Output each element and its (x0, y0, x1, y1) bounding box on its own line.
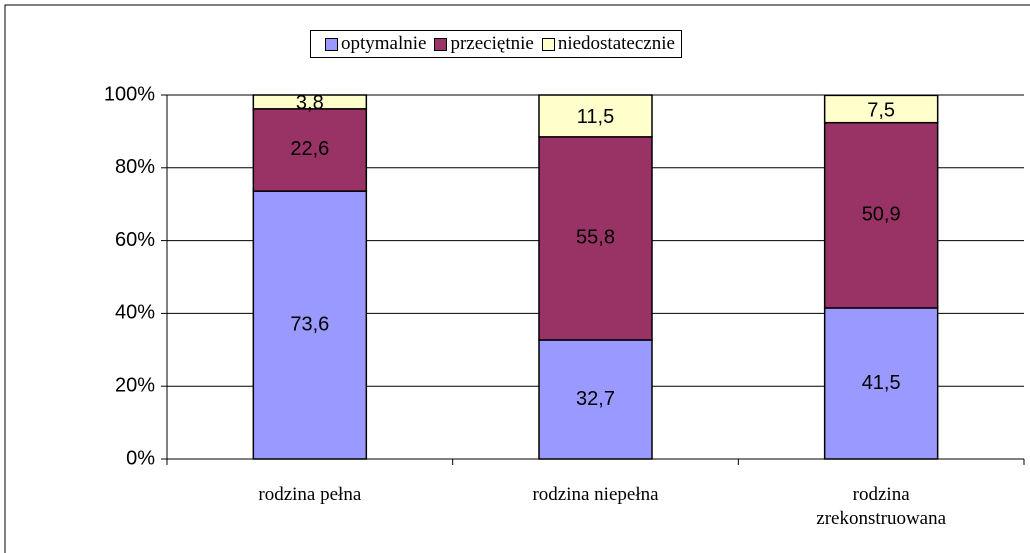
legend: optymalnie przeciętnie niedostatecznie (310, 30, 682, 58)
x-tick-label: rodzina zrekonstruowana (816, 484, 947, 529)
bar-segment (252, 108, 368, 192)
legend-swatch (541, 37, 555, 51)
bar-segment (823, 121, 939, 309)
x-tick-label: rodzina pełna (258, 484, 362, 505)
legend-label: przeciętnie (450, 33, 534, 54)
bar-segment (823, 307, 939, 460)
legend-swatch (434, 37, 448, 51)
y-tick-label: 40% (115, 302, 155, 324)
bar-segment (252, 190, 368, 460)
data-label: 73,6 (290, 313, 329, 335)
bar-segment (823, 94, 939, 124)
bar-segment (538, 94, 653, 138)
x-tick-label: rodzina niepełna (532, 484, 659, 505)
y-tick-label: 80% (115, 156, 155, 178)
data-label: 3,8 (296, 92, 324, 114)
data-label: 32,7 (576, 388, 615, 410)
legend-swatch (325, 37, 338, 51)
y-tick-label: 100% (104, 83, 155, 105)
data-label: 55,8 (576, 227, 615, 249)
y-tick-label: 60% (115, 229, 155, 251)
bar-segment (252, 94, 368, 110)
chart-frame (4, 4, 1030, 553)
y-tick-label: 0% (126, 447, 155, 469)
data-label: 41,5 (862, 372, 901, 394)
legend-label: optymalnie (341, 33, 427, 54)
data-label: 50,9 (862, 204, 901, 226)
bar-segment (538, 136, 653, 341)
bar-segment (538, 339, 653, 460)
data-label: 22,6 (290, 138, 329, 160)
legend-label: niedostatecznie (557, 33, 675, 54)
data-label: 11,5 (577, 106, 614, 128)
data-label: 7,5 (867, 99, 895, 121)
y-tick-label: 20% (115, 374, 155, 396)
